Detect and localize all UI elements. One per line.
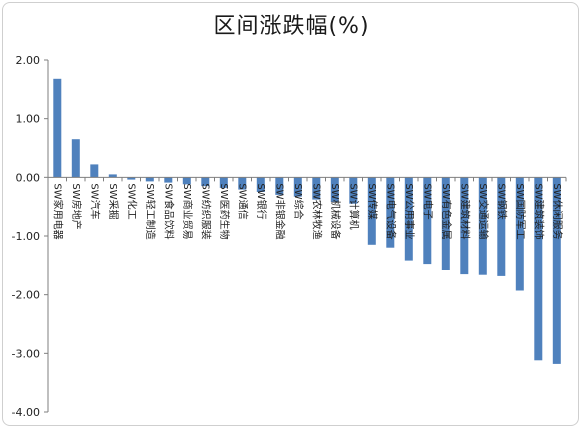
bar	[312, 177, 321, 200]
category-label: SW非银金融	[273, 183, 286, 239]
category-label: SW商业贸易	[181, 183, 194, 239]
bar	[330, 177, 339, 202]
category-label: SW家用电器	[51, 183, 64, 239]
bar	[497, 177, 506, 276]
y-tick-label: -2.00	[12, 289, 40, 302]
chart-title: 区间涨跌幅(%)	[213, 14, 370, 39]
bar	[367, 177, 376, 245]
bar	[127, 177, 136, 180]
category-label: SW公用事业	[403, 183, 416, 239]
category-label: SW采掘	[107, 183, 120, 219]
y-tick-label: -3.00	[12, 347, 40, 360]
category-label: SW纺织服装	[199, 183, 212, 239]
bar	[534, 177, 543, 361]
bar	[164, 177, 173, 183]
category-label: SW综合	[292, 183, 305, 219]
category-label: SW轻工制造	[144, 183, 157, 239]
bar	[201, 177, 210, 187]
bar	[441, 177, 450, 270]
bar	[53, 78, 62, 178]
bar	[404, 177, 413, 261]
category-label: SW通信	[236, 183, 248, 219]
y-tick-label: 0.00	[16, 171, 41, 184]
category-label: SW房地产	[70, 183, 83, 229]
bar	[478, 177, 487, 275]
category-label: SW建筑装饰	[532, 183, 545, 239]
bar	[423, 177, 432, 265]
category-label: SW电气设备	[384, 183, 397, 239]
category-label: SW钢铁	[495, 183, 508, 219]
chart-frame	[2, 2, 579, 426]
y-tick-label: -4.00	[12, 406, 40, 419]
category-label: SW汽车	[88, 183, 101, 219]
bar	[349, 177, 358, 204]
bar	[219, 177, 228, 188]
bar	[552, 177, 561, 364]
bar	[108, 174, 117, 178]
bar	[293, 177, 302, 197]
y-tick-label: -1.00	[12, 230, 40, 243]
y-tick-label: 2.00	[16, 54, 41, 67]
y-tick-label: 1.00	[16, 113, 41, 126]
bar	[145, 177, 154, 182]
bar	[275, 177, 284, 195]
bar	[460, 177, 469, 275]
bar	[90, 164, 99, 178]
bar	[256, 177, 265, 192]
bar	[515, 177, 524, 291]
bar	[386, 177, 395, 248]
category-label: SW交通运输	[477, 183, 490, 239]
category-label: SW食品饮料	[162, 183, 175, 239]
category-label: SW机械设备	[329, 183, 342, 239]
category-label: SW电子	[421, 183, 434, 219]
bar	[182, 177, 191, 185]
category-label: SW国防军工	[514, 183, 527, 239]
category-label: SW传媒	[366, 183, 378, 219]
bar	[71, 139, 80, 178]
category-label: SW银行	[255, 183, 268, 219]
category-label: SW农林牧渔	[310, 183, 323, 239]
category-label: SW休闲服务	[551, 183, 564, 239]
category-label: SW建筑材料	[458, 183, 471, 239]
category-label: SW化工	[125, 183, 138, 219]
category-label: SW医药生物	[218, 183, 231, 239]
category-label: SW有色金属	[440, 183, 453, 239]
category-label: SW计算机	[347, 183, 360, 229]
bar	[238, 177, 247, 190]
